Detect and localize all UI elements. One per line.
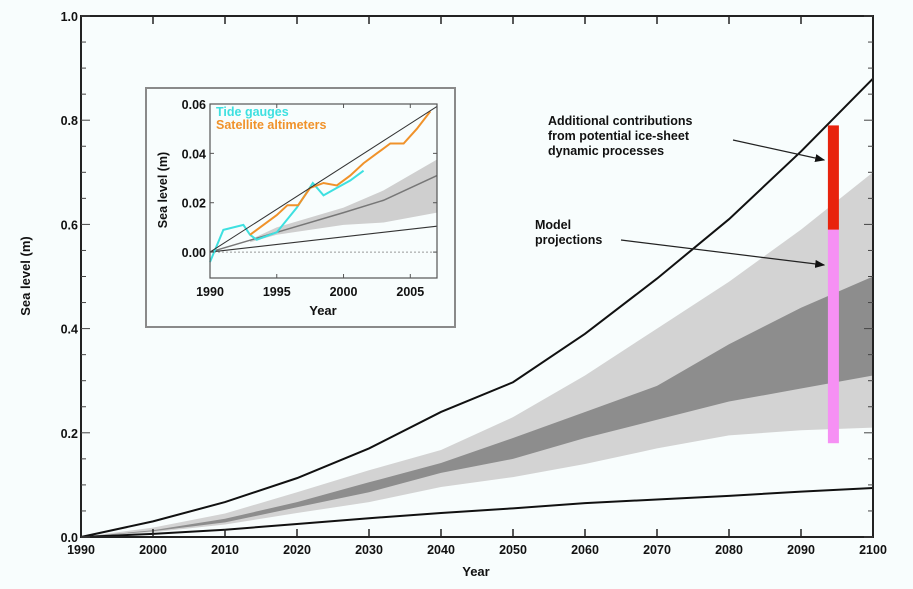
inset-y-axis-label: Sea level (m)	[156, 152, 170, 228]
inset-satellite-altimeters-line	[249, 110, 432, 236]
x-tick-label: 2030	[355, 543, 383, 557]
x-tick-label: 2090	[787, 543, 815, 557]
y-tick-label: 1.0	[61, 10, 78, 24]
x-tick-label: 2000	[139, 543, 167, 557]
inset-x-tick-label: 2005	[396, 285, 424, 299]
annotation-arrow	[732, 139, 826, 162]
x-tick-label: 2100	[859, 543, 887, 557]
annotation-line: dynamic processes	[548, 144, 664, 158]
inset-frame	[209, 103, 438, 279]
y-tick-label: 0.4	[61, 323, 78, 337]
x-tick-label: 2060	[571, 543, 599, 557]
inset-lower-projection-line	[209, 225, 438, 253]
ice-sheet-contribution-bar	[827, 125, 839, 230]
inset-legend-entry: Satellite altimeters	[216, 118, 327, 132]
annotation-line: projections	[535, 233, 602, 247]
inset-y-tick-label: 0.02	[182, 197, 206, 211]
model-projections-bar	[827, 229, 839, 444]
annotation-line: Additional contributions	[548, 114, 692, 128]
x-tick-label: 2050	[499, 543, 527, 557]
inset-plot: 1990 1995 2000 2005 0.00 0.02 0.04 0.06 Year Sea …	[145, 87, 456, 328]
annotation-line: from potential ice-sheet	[548, 129, 690, 143]
y-tick-label: 0.2	[61, 427, 78, 441]
inset-y-tick-label: 0.04	[182, 147, 206, 161]
lower-black-curve	[80, 487, 874, 538]
annotation-ice-sheet: Additional contributions from potential i…	[548, 114, 692, 158]
inset-x-tick-label: 1995	[263, 285, 291, 299]
inset-projection-band	[250, 159, 437, 243]
inset-x-axis-label: Year	[309, 303, 336, 318]
x-tick-label: 2040	[427, 543, 455, 557]
annotation-model-projections: Model projections	[535, 218, 602, 247]
upper-black-curve	[80, 77, 874, 538]
main-plot: 1990 2000 2010 2020 2030 2040 2050 2060 2070 2080…	[18, 10, 887, 579]
inset-y-tick-label: 0.06	[182, 98, 206, 112]
inset-legend-entry: Tide gauges	[216, 105, 289, 119]
x-axis-label: Year	[462, 564, 489, 579]
x-tick-label: 2080	[715, 543, 743, 557]
y-tick-label: 0.6	[61, 218, 78, 232]
x-tick-label: 2020	[283, 543, 311, 557]
inset-y-tick-label: 0.00	[182, 246, 206, 260]
inset-x-tick-label: 1990	[196, 285, 224, 299]
inset-trend-line	[209, 106, 438, 253]
inset-x-tick-label: 2000	[330, 285, 358, 299]
y-axis-label: Sea level (m)	[18, 236, 33, 316]
x-tick-label: 2070	[643, 543, 671, 557]
inset-tide-gauges-line	[209, 169, 365, 263]
y-tick-label: 0.0	[61, 531, 78, 545]
y-tick-label: 0.8	[61, 114, 78, 128]
x-tick-label: 1990	[67, 543, 95, 557]
annotation-arrow	[620, 239, 826, 268]
x-tick-label: 2010	[211, 543, 239, 557]
annotation-line: Model	[535, 218, 571, 232]
